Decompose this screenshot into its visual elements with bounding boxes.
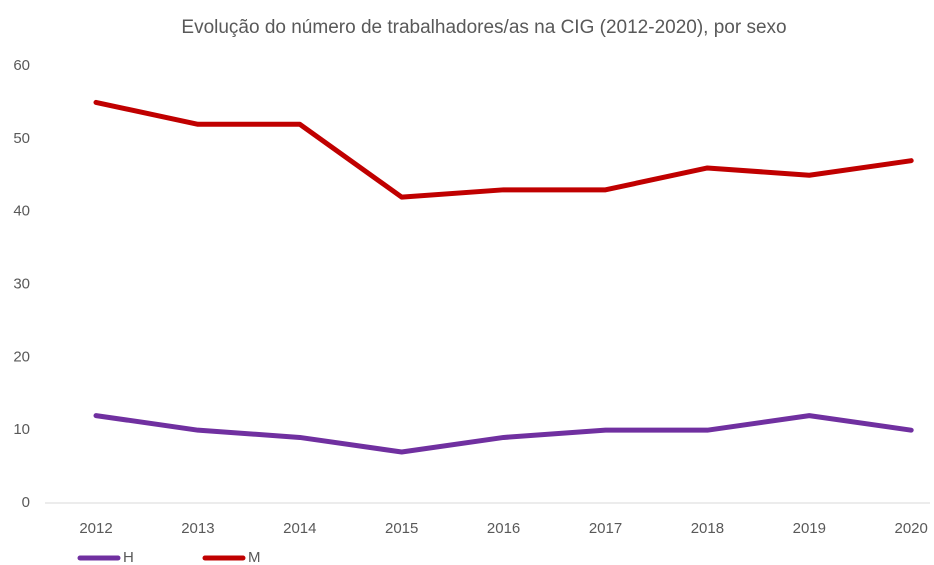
chart-title: Evolução do número de trabalhadores/as n…: [181, 17, 786, 38]
x-tick-label: 2015: [385, 520, 418, 537]
y-tick-label: 50: [13, 130, 30, 147]
y-tick-label: 60: [13, 57, 30, 74]
x-tick-label: 2012: [79, 520, 112, 537]
y-tick-label: 10: [13, 421, 30, 438]
series-line: [93, 99, 914, 200]
legend-label: M: [248, 549, 261, 565]
series-line: [93, 413, 914, 455]
x-tick-label: 2017: [589, 520, 622, 537]
y-tick-label: 40: [13, 203, 30, 220]
y-tick-label: 20: [13, 348, 30, 365]
legend-label: H: [123, 549, 134, 565]
y-tick-label: 0: [22, 494, 30, 511]
x-tick-label: 2013: [181, 520, 214, 537]
x-tick-label: 2018: [691, 520, 724, 537]
x-tick-label: 2020: [895, 520, 928, 537]
y-tick-label: 30: [13, 275, 30, 292]
x-tick-label: 2019: [793, 520, 826, 537]
x-tick-label: 2016: [487, 520, 520, 537]
x-tick-label: 2014: [283, 520, 316, 537]
